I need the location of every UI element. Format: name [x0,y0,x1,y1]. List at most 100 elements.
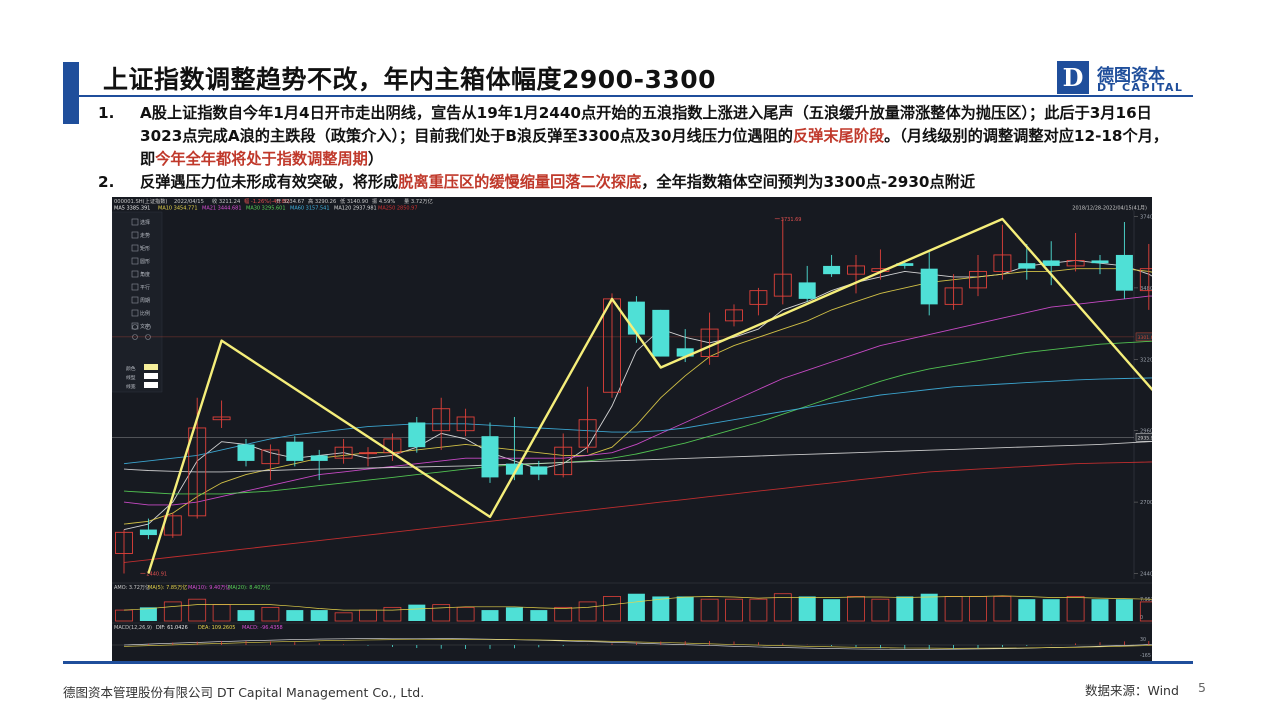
volume-bar [578,601,597,622]
y-tick-label: 3480 [1140,286,1152,292]
volume-bar [920,593,938,621]
chart-code: 000001.SH(上证指数) [114,197,167,205]
candle-body [993,254,1012,272]
chart-date: 2022/04/15 [174,199,204,205]
toolbar-tool-label[interactable]: 圆形 [140,258,150,265]
bullet-number: 2. [98,173,115,191]
y-tick-label: 2960 [1140,429,1152,435]
volume-bar [1042,599,1060,621]
candle-body [676,348,694,357]
candle-body [798,282,816,299]
candle-body [408,422,426,448]
candle-body [1018,263,1036,269]
macd-label: MACD(12,26,9) [114,625,152,631]
candle-body [1091,260,1109,264]
toolbar-style-label: 线型 [126,374,136,381]
volume-bar [188,598,207,622]
bullet-text: 反弹遇压力位未形成有效突破，将形成 [140,173,399,191]
candle-body [896,263,914,266]
candle-body [261,449,280,465]
toolbar-tool-label[interactable]: 走势 [140,232,150,239]
candle-body [237,444,255,461]
candle-body [920,268,938,305]
volume-bar [603,596,621,622]
candle-body [1115,254,1133,291]
volume-bar [456,606,475,622]
y-tick-label: 3740 [1140,214,1152,220]
toolbar-style-label: 颜色 [126,365,136,372]
toolbar-tool-label[interactable]: 周期 [140,298,150,304]
volume-bar [505,607,523,621]
candle-body [115,531,133,554]
volume-bar [432,604,451,622]
volume-bar [896,596,914,621]
toolbar-tool-icon [131,257,139,265]
volume-bar [1091,599,1109,621]
toolbar-style-swatch [144,382,158,388]
candle-body [578,419,597,448]
chart-info: 幅 -1.26%(-40.86) [244,197,290,205]
candle-body [554,446,573,476]
toolbar-tool-icon [131,231,139,239]
toolbar-tool-icon [131,283,139,291]
toolbar-tool-label[interactable]: 角度 [140,271,150,278]
volume-bar [676,596,694,621]
highlight-text: 今年全年都将处于指数调整周期 [155,150,368,168]
macd-tick-label: -165 [1140,653,1151,659]
volume-bar [627,593,645,621]
toolbar-tool-icon [131,296,139,304]
candle-body [944,287,963,305]
ma-line-ma5 [123,259,1152,531]
toolbar-style-label: 线宽 [126,383,136,390]
ma-line-ma250 [123,461,1152,563]
candle-body [212,416,231,421]
volume-bar [847,596,865,622]
volume-bar [237,610,255,621]
price-tag-label: 2935.97 [1138,435,1153,441]
bullet-text: 。（月线级别的调整调整对应12-18个月，即 [140,127,1169,168]
ma-label: MA30 3295.601 [246,206,286,212]
candle-body [823,265,841,275]
toolbar-tool-label[interactable]: 比例 [140,310,150,317]
ma-line-ma120 [123,441,1152,473]
footer-company: 德图资本管理股份有限公司 DT Capital Management Co., … [63,685,425,700]
volume-bar [554,606,573,622]
volume-bar [1139,601,1152,622]
chart-info: 高 3290.26 [308,197,336,205]
candle-body [359,452,377,455]
toolbar-tool-label[interactable]: 选择 [140,219,150,226]
volume-label: AMO: 3.72万亿 [114,584,150,591]
volume-bar [944,596,963,622]
volume-bar [749,598,768,622]
ma-label: MA120 2937.981 [334,206,377,212]
chart-range: 2018/12/28-2022/04/15(41月) [1072,206,1147,212]
toolbar-extra-icon [145,324,151,330]
stock-chart[interactable]: 000001.SH(上证指数) 2022/04/15 收 3211.24 幅 -1.2… [112,197,1152,661]
volume-tick-label: 0 [1140,615,1143,621]
bullet-number: 1. [98,104,115,122]
ma-label: MA250 2850.97 [378,206,418,212]
bullet-text: ，全年指数箱体空间预判为3300点-2930点附近 [641,173,976,191]
candle-body [725,309,743,322]
toolbar-tool-label[interactable]: 文字 [140,323,150,330]
toolbar-tool-icon [131,309,139,317]
annotation-label: 3731.69 [781,217,802,223]
candle-body [456,416,475,432]
toolbar-tool-icon [131,322,139,330]
logo-english-name: DT CAPITAL [1097,81,1184,94]
title-divider [63,95,1193,97]
ma-label: MA5 3385.391 [114,206,150,212]
ma-label: MA10 3454.771 [158,206,198,212]
volume-bar [334,612,353,622]
toolbar-tool-icon [131,244,139,252]
volume-bar [481,610,499,621]
toolbar-tool-label[interactable]: 矩形 [140,245,150,252]
volume-bar [139,607,157,621]
title-accent-bar [63,62,79,124]
y-tick-label: 2700 [1140,500,1152,506]
volume-bar [773,593,792,622]
y-tick-label: 2440 [1140,572,1152,578]
toolbar-style-swatch [144,364,158,370]
toolbar-tool-label[interactable]: 平行 [140,284,150,291]
